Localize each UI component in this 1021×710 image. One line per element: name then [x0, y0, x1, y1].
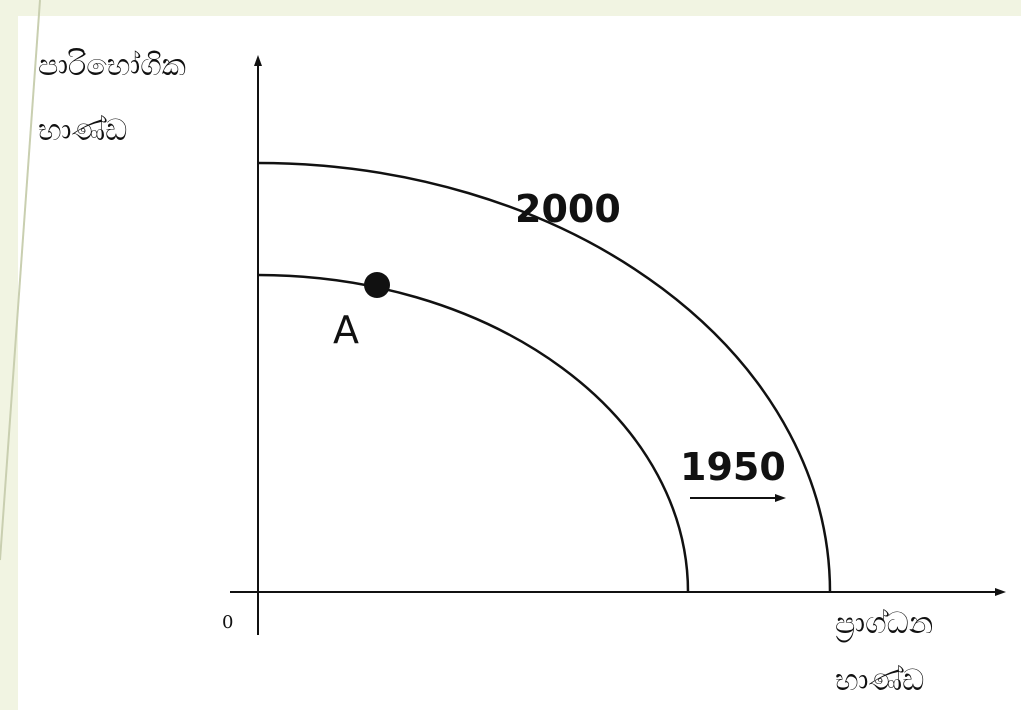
panel	[18, 16, 1021, 710]
ppf-curve-1950	[257, 273, 690, 593]
y-axis-label: පාරිභෝගික	[38, 48, 186, 83]
x-axis-label: භාණ්ඩ	[835, 663, 924, 698]
shift-arrow-head	[775, 494, 786, 502]
x-axis-arrow	[995, 588, 1006, 596]
curve-label: 1950	[680, 445, 786, 489]
point-label: A	[333, 308, 359, 352]
y-axis-label: භාණ්ඩ	[38, 113, 127, 148]
y-axis-arrow	[254, 55, 262, 66]
origin-label: 0	[222, 612, 233, 633]
curve-label: 2000	[515, 187, 621, 231]
x-axis-label: ප්‍රාග්ධන	[835, 606, 933, 642]
decor-line	[0, 0, 41, 561]
point-a	[364, 272, 390, 298]
ppf-curve-2000	[257, 161, 832, 593]
